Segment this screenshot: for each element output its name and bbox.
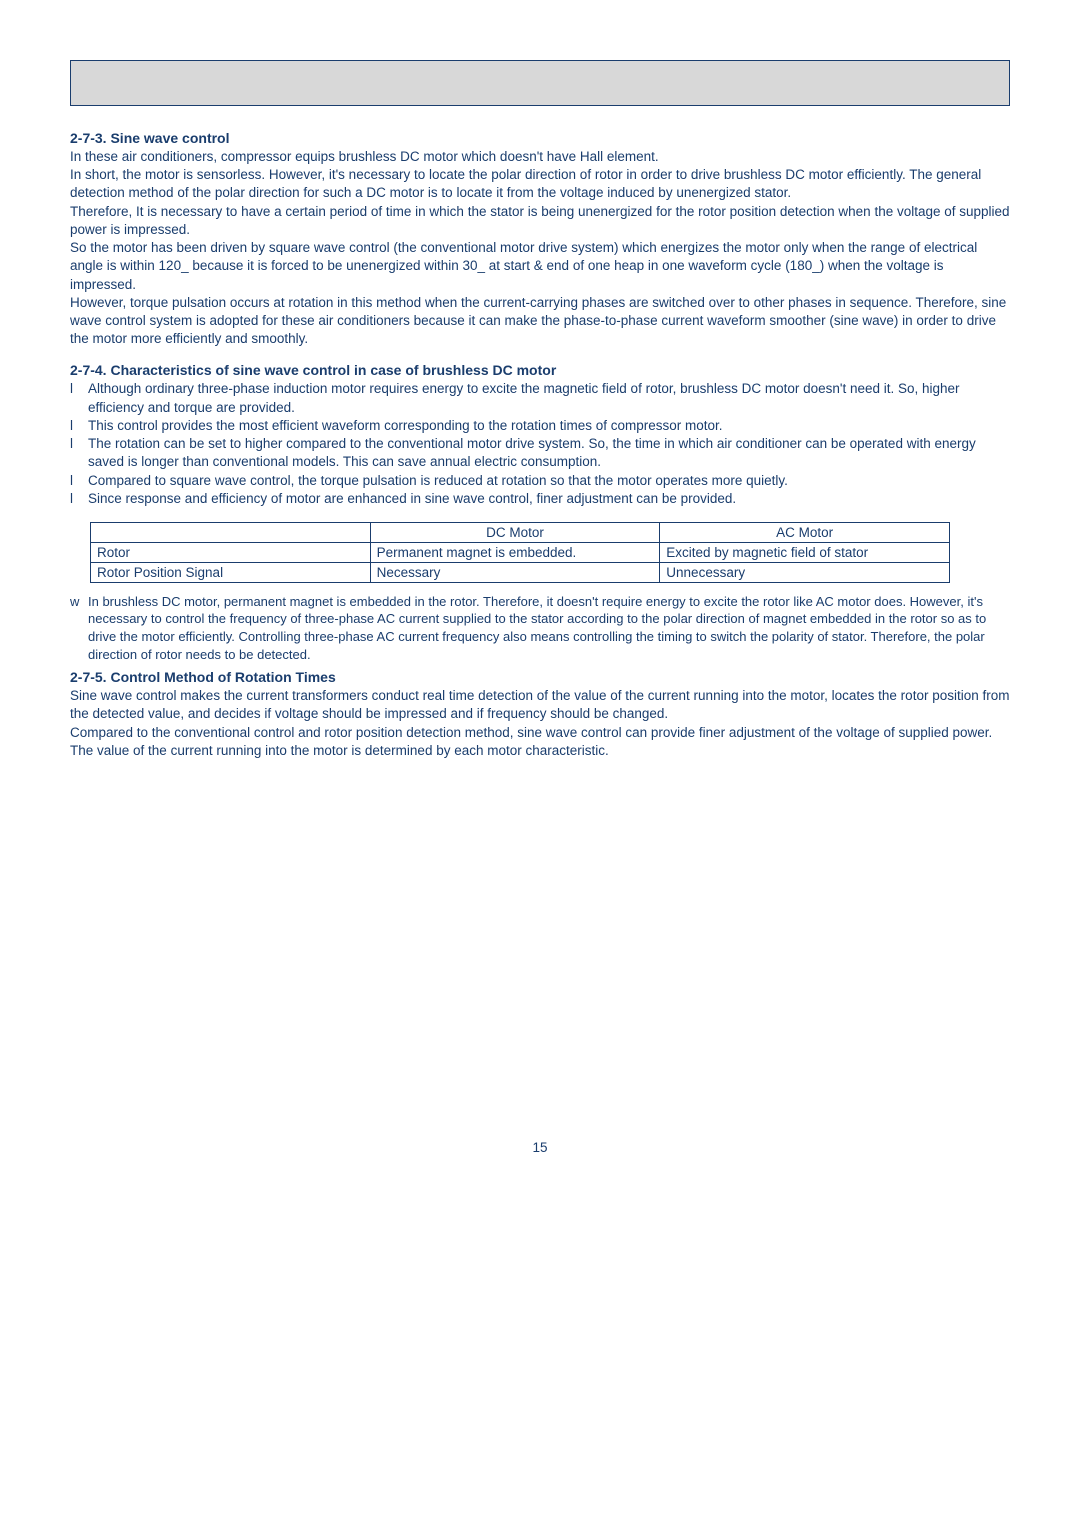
table-cell: Excited by magnetic field of stator: [660, 542, 950, 562]
bullet-text: Since response and efficiency of motor a…: [88, 490, 1010, 508]
bullet-marker: l: [70, 417, 88, 435]
paragraph: Compared to the conventional control and…: [70, 725, 992, 758]
bullet-item: l Since response and efficiency of motor…: [70, 490, 1010, 508]
table-row: Rotor Position Signal Necessary Unnecess…: [91, 562, 950, 582]
bullet-marker: l: [70, 435, 88, 471]
paragraph: However, torque pulsation occurs at rota…: [70, 295, 1006, 346]
bullet-text: Although ordinary three-phase induction …: [88, 380, 1010, 416]
bullet-marker: l: [70, 490, 88, 508]
header-placeholder-box: [70, 60, 1010, 106]
table-header-cell: DC Motor: [370, 522, 660, 542]
bullet-text: The rotation can be set to higher compar…: [88, 435, 1010, 471]
page-number: 15: [70, 1140, 1010, 1155]
section-273: 2-7-3. Sine wave control In these air co…: [70, 130, 1010, 348]
paragraph: Sine wave control makes the current tran…: [70, 688, 1009, 721]
table-cell: Rotor Position Signal: [91, 562, 371, 582]
motor-comparison-table: DC Motor AC Motor Rotor Permanent magnet…: [90, 522, 950, 583]
section-title: 2-7-3. Sine wave control: [70, 130, 1010, 146]
page-container: 2-7-3. Sine wave control In these air co…: [0, 0, 1080, 1195]
table-cell: Necessary: [370, 562, 660, 582]
bullet-marker: l: [70, 380, 88, 416]
paragraph: Therefore, It is necessary to have a cer…: [70, 204, 1010, 237]
footnote-text: In brushless DC motor, permanent magnet …: [88, 593, 1010, 663]
table-cell: Permanent magnet is embedded.: [370, 542, 660, 562]
bullet-item: l Although ordinary three-phase inductio…: [70, 380, 1010, 416]
section-title: 2-7-5. Control Method of Rotation Times: [70, 669, 1010, 685]
section-body: Sine wave control makes the current tran…: [70, 687, 1010, 760]
section-274: 2-7-4. Characteristics of sine wave cont…: [70, 362, 1010, 508]
bullet-item: l This control provides the most efficie…: [70, 417, 1010, 435]
bullet-marker: l: [70, 472, 88, 490]
table-header-cell: [91, 522, 371, 542]
footnote-marker: w: [70, 593, 88, 663]
footnote: w In brushless DC motor, permanent magne…: [70, 593, 1010, 663]
table-header-cell: AC Motor: [660, 522, 950, 542]
bullet-text: This control provides the most efficient…: [88, 417, 1010, 435]
section-body: In these air conditioners, compressor eq…: [70, 148, 1010, 348]
bullet-item: l Compared to square wave control, the t…: [70, 472, 1010, 490]
section-title: 2-7-4. Characteristics of sine wave cont…: [70, 362, 1010, 378]
table-cell: Rotor: [91, 542, 371, 562]
paragraph: In these air conditioners, compressor eq…: [70, 149, 659, 164]
bullet-item: l The rotation can be set to higher comp…: [70, 435, 1010, 471]
paragraph: So the motor has been driven by square w…: [70, 240, 977, 291]
paragraph: In short, the motor is sensorless. Howev…: [70, 167, 981, 200]
bullet-text: Compared to square wave control, the tor…: [88, 472, 1010, 490]
table-cell: Unnecessary: [660, 562, 950, 582]
table-row: DC Motor AC Motor: [91, 522, 950, 542]
bullet-list: l Although ordinary three-phase inductio…: [70, 380, 1010, 508]
section-275: 2-7-5. Control Method of Rotation Times …: [70, 669, 1010, 760]
table-row: Rotor Permanent magnet is embedded. Exci…: [91, 542, 950, 562]
